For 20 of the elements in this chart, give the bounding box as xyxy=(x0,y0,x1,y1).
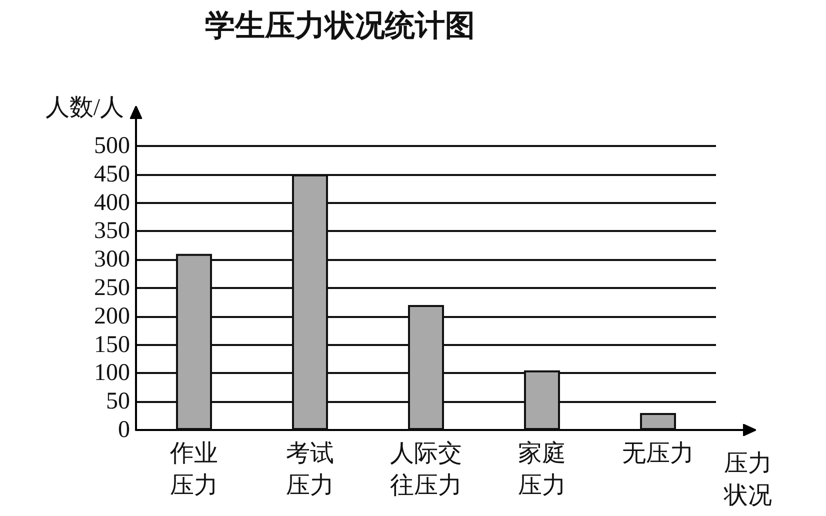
y-tick-label: 0 xyxy=(118,417,130,443)
y-tick-label: 50 xyxy=(106,388,130,415)
x-tick-label: 人际交往压力 xyxy=(390,440,462,499)
y-tick-label: 300 xyxy=(94,246,130,273)
y-tick-label: 100 xyxy=(94,360,130,386)
y-tick-label: 250 xyxy=(94,275,130,301)
chart-title: 学生压力状况统计图 xyxy=(205,8,475,44)
x-tick-label: 家庭压力 xyxy=(518,440,566,499)
y-tick-label: 400 xyxy=(94,190,130,216)
y-tick-label: 200 xyxy=(94,303,130,330)
y-tick-label: 350 xyxy=(94,218,130,244)
y-tick-label: 150 xyxy=(94,332,130,358)
x-axis-title: 压力状况 xyxy=(723,451,772,509)
y-tick-label: 450 xyxy=(94,161,130,188)
x-tick-label: 考试压力 xyxy=(286,441,334,499)
x-tick-label: 作业压力 xyxy=(169,441,218,499)
y-axis-title: 人数/人 xyxy=(45,95,124,121)
bar xyxy=(640,412,676,430)
x-tick-label: 无压力 xyxy=(622,441,694,467)
y-tick-label: 500 xyxy=(94,133,130,159)
